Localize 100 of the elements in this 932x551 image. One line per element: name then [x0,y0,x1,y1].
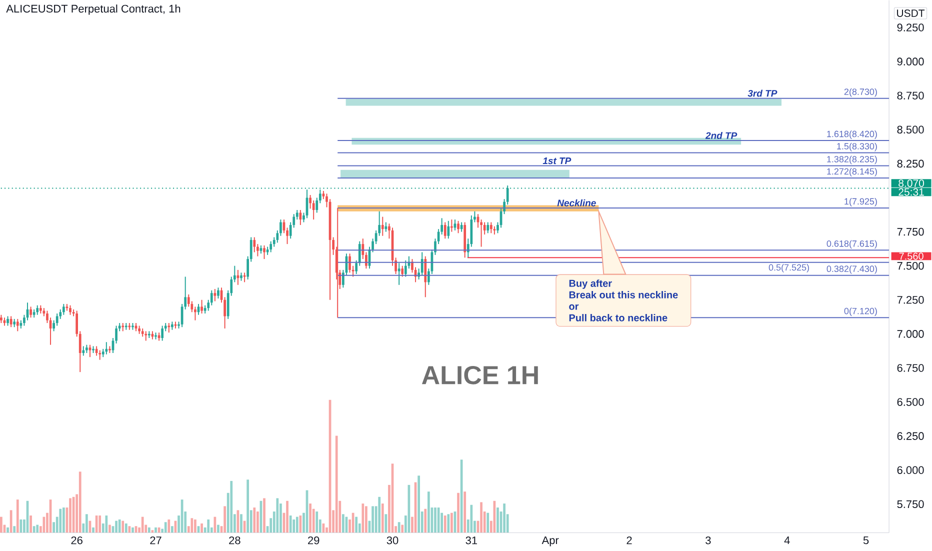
bar [418,476,420,533]
series-label: 2(8.730) [844,88,877,97]
bar [289,516,292,533]
candlestick [447,220,450,240]
series-label: 0.5(7.525) [768,264,809,273]
bar [141,516,144,533]
bar [503,504,506,533]
x-tick-label: 31 [466,536,477,544]
bar [6,528,9,533]
candlestick [398,262,400,286]
annotation: 3rd TP [748,90,778,97]
series-label: 1.618(8.420) [827,130,877,140]
candlestick [200,300,203,314]
candlestick [30,306,32,318]
series-label: 1.5(8.330) [837,142,877,152]
x-tick-label: 27 [150,536,162,544]
bar [92,528,94,533]
candlestick [404,260,407,278]
text: 25:31 [898,188,924,196]
x-tick-label: 26 [71,536,82,544]
candlestick [62,304,65,316]
bar [355,516,358,533]
bar [253,508,256,533]
y-tick-label: 7.000 [897,330,924,338]
bar [59,508,62,533]
bar [434,508,436,533]
x-tick-label: 29 [308,536,320,544]
candlestick [263,245,266,260]
y-tick-label: 6.750 [897,364,924,372]
candlestick [82,346,85,356]
y-tick-label: 6.250 [897,432,924,440]
candlestick [144,330,148,342]
bar [381,504,384,533]
bar [309,504,312,533]
y-tick-label: 7.500 [897,262,924,270]
annotation: ALICE 1H [422,366,538,384]
bar [207,520,210,533]
text: 7.560 [899,252,924,260]
candlestick [36,304,39,316]
candlestick [457,220,460,234]
bar [427,492,430,533]
bar [398,522,400,533]
bar [372,506,374,533]
bar [384,514,388,533]
candlestick [401,265,404,278]
bar [108,524,111,533]
candlestick [214,288,216,302]
chart-title: ALICEUSDT Perpetual Contract, 1h [6,4,180,15]
candlestick [161,325,164,342]
bar [30,516,32,533]
x-tick-label: 2 [626,536,632,544]
annotation: Neckline [557,200,596,206]
bar [69,498,72,533]
candlestick [253,236,256,253]
bar [230,481,233,533]
bar [115,520,118,533]
series-label: 0.382(7.430) [826,266,877,274]
bar [132,528,134,533]
bar [36,524,39,533]
y-tick-label: 5.750 [897,500,924,508]
candlestick [490,222,492,234]
bar [98,516,102,533]
x-tick-label: 5 [863,536,869,544]
bar [296,516,298,533]
bar [168,520,170,533]
bar [464,492,466,533]
bar [164,522,167,533]
candlestick [384,222,388,232]
y-tick-label: 8.750 [897,92,924,100]
series-label: 1.382(8.235) [827,156,877,164]
candlestick [381,216,384,236]
bar [450,512,453,533]
annotation: Pull back to neckline [569,314,668,322]
x-tick-label: 28 [229,536,240,544]
bar [122,520,124,533]
candlestick [424,256,427,298]
annotation: 2nd TP [705,132,738,140]
bar [194,520,196,533]
bar [200,524,203,533]
bar [16,500,19,533]
bar [263,498,266,533]
bar [447,514,450,533]
bar [78,472,82,533]
bar [299,516,302,533]
annotation: 1st TP [542,158,572,164]
annotation: Break out this neckline [569,291,678,299]
bar [276,498,279,533]
candlestick [444,222,446,240]
bar [496,508,499,533]
bar [62,508,65,533]
bar [13,526,16,533]
y-tick-label: 8.500 [897,126,924,134]
y-tick-label: 8.250 [897,160,924,168]
y-tick-label: 6.000 [897,466,924,474]
bar [240,514,242,533]
y-tick-label: 9.000 [897,58,924,66]
bar [190,518,194,533]
bar [444,516,446,533]
bar [32,526,36,533]
bar [148,528,150,533]
